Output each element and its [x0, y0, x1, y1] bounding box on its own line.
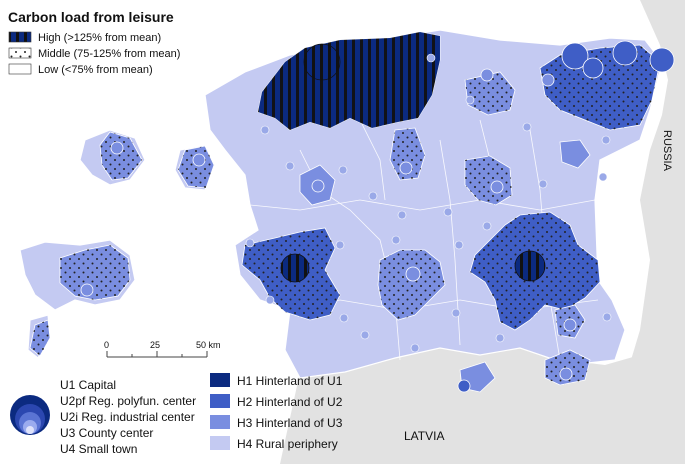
- center-u3-6: [480, 68, 494, 82]
- legend-swatch-h2: [210, 394, 230, 408]
- map-title: Carbon load from leisure: [8, 9, 174, 25]
- legend-swatch-low: [8, 63, 32, 75]
- center-u3-2: [192, 153, 206, 167]
- label-latvia: LATVIA: [404, 429, 444, 443]
- center-u3-3: [80, 283, 94, 297]
- legend-center-u3: U3 County center: [60, 426, 153, 440]
- center-u3-9: [559, 367, 573, 381]
- legend-label-low: Low (<75% from mean): [38, 64, 153, 76]
- pattern-high-areas: [258, 32, 440, 130]
- center-u3-8: [563, 318, 577, 332]
- legend-centers: U1 Capital U2pf Reg. polyfun. center U2i…: [10, 378, 196, 456]
- legend-swatch-h4: [210, 436, 230, 450]
- legend-swatch-h1: [210, 373, 230, 387]
- center-u2i-narva: [649, 47, 675, 73]
- legend-swatch-high: [8, 31, 32, 43]
- center-u2-tartu: [514, 250, 546, 282]
- legend-swatch-h3: [210, 415, 230, 429]
- scale-bar: 0 25 50 km: [104, 340, 221, 358]
- legend-center-u4: U4 Small town: [60, 442, 137, 456]
- small-town-circles: [245, 53, 612, 353]
- center-u3-12: [311, 179, 325, 193]
- center-u3-4: [399, 161, 413, 175]
- label-russia: RUSSIA: [661, 130, 673, 172]
- legend-swatch-middle: [8, 47, 32, 59]
- legend-center-u2pf: U2pf Reg. polyfun. center: [60, 394, 196, 408]
- lake-peipus: [595, 160, 640, 300]
- center-u2-parnu: [280, 253, 310, 283]
- center-u3-11: [541, 73, 555, 87]
- center-u3-7: [490, 180, 504, 194]
- legend-circle-u4: [26, 426, 34, 434]
- center-u2i-kohtla: [561, 42, 589, 70]
- legend-hinterland: H1 Hinterland of U1 H2 Hinterland of U2 …: [210, 373, 343, 451]
- legend-label-middle: Middle (75-125% from mean): [38, 48, 180, 60]
- legend-h1-label: H1 Hinterland of U1: [237, 374, 343, 388]
- legend-h3-label: H3 Hinterland of U3: [237, 416, 343, 430]
- scale-tick-50: 50 km: [196, 340, 221, 350]
- russia-land: [600, 0, 685, 464]
- legend-center-u1: U1 Capital: [60, 378, 116, 392]
- legend-h2-label: H2 Hinterland of U2: [237, 395, 343, 409]
- center-u3-10: [457, 379, 471, 393]
- scale-tick-25: 25: [150, 340, 160, 350]
- center-u3-5: [405, 266, 421, 282]
- legend-label-high: High (>125% from mean): [38, 32, 161, 44]
- legend-pattern: High (>125% from mean) Middle (75-125% f…: [8, 31, 180, 76]
- center-u2i-kivioli: [582, 57, 604, 79]
- legend-center-u2i: U2i Reg. industrial center: [60, 410, 195, 424]
- center-u1-tallinn: [303, 43, 341, 81]
- scale-tick-0: 0: [104, 340, 109, 350]
- pattern-middle-areas: [30, 45, 660, 385]
- center-u2i-johvi: [612, 40, 638, 66]
- center-u3-1: [110, 141, 124, 155]
- legend-h4-label: H4 Rural periphery: [237, 437, 338, 451]
- center-circles: [80, 40, 675, 393]
